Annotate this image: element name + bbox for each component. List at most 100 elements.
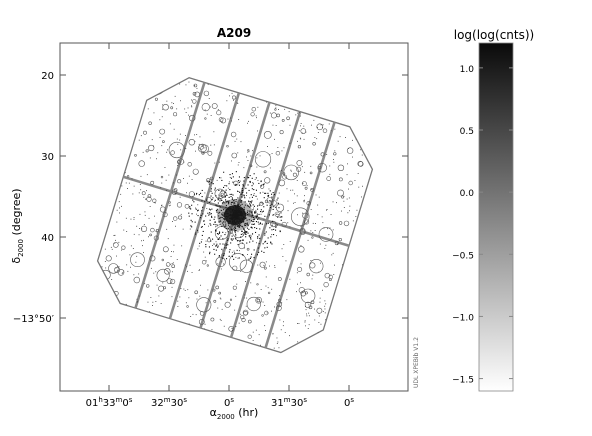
photon-speckle xyxy=(144,211,146,213)
photon-speckle xyxy=(197,248,199,250)
photon-speckle xyxy=(236,138,238,140)
photon-speckle xyxy=(284,108,286,110)
cluster-photon xyxy=(255,177,257,179)
cluster-photon xyxy=(254,227,256,229)
photon-speckle xyxy=(157,152,159,154)
source-contour xyxy=(318,227,334,242)
photon-speckle xyxy=(274,267,276,268)
cluster-photon xyxy=(242,239,244,241)
photon-speckle xyxy=(355,216,357,217)
photon-speckle xyxy=(274,306,275,308)
photon-speckle xyxy=(257,130,258,132)
photon-speckle xyxy=(321,216,323,218)
photon-speckle xyxy=(304,321,306,323)
photon-speckle xyxy=(153,112,155,114)
photon-speckle xyxy=(245,281,246,282)
cluster-photon xyxy=(230,238,232,240)
source-contour xyxy=(304,291,308,295)
photon-speckle xyxy=(187,107,189,109)
photon-speckle xyxy=(171,271,173,273)
source-contour xyxy=(218,291,221,295)
cluster-photon xyxy=(222,202,224,204)
source-contour xyxy=(278,179,286,187)
photon-speckle xyxy=(151,139,153,141)
photon-speckle xyxy=(242,234,244,236)
photon-speckle xyxy=(329,227,331,229)
photon-speckle xyxy=(152,301,154,303)
photon-speckle xyxy=(126,264,128,266)
photon-speckle xyxy=(198,270,200,271)
cluster-photon xyxy=(231,256,233,258)
photon-speckle xyxy=(128,182,130,184)
source-contour xyxy=(255,296,263,304)
cluster-photon xyxy=(191,221,193,223)
photon-speckle xyxy=(317,127,318,128)
source-contour xyxy=(304,301,312,309)
photon-speckle xyxy=(298,323,300,324)
cluster-photon xyxy=(242,191,244,193)
cluster-photon xyxy=(250,201,252,203)
cluster-photon xyxy=(226,185,228,187)
photon-speckle xyxy=(300,125,301,127)
photon-speckle xyxy=(311,124,312,126)
cluster-photon xyxy=(189,207,191,209)
photon-speckle xyxy=(274,265,276,267)
cluster-photon xyxy=(220,216,222,218)
cluster-photon xyxy=(267,237,269,239)
cluster-photon xyxy=(220,235,222,237)
photon-speckle xyxy=(136,298,138,300)
source-contour xyxy=(232,95,237,100)
photon-speckle xyxy=(244,247,245,249)
source-contour xyxy=(145,149,149,153)
photon-speckle xyxy=(368,150,369,152)
source-contour xyxy=(154,97,158,101)
photon-speckle xyxy=(141,228,143,230)
photon-speckle xyxy=(269,112,271,114)
cluster-photon xyxy=(267,195,269,197)
photon-speckle xyxy=(220,268,222,270)
source-contour xyxy=(312,142,316,146)
cluster-photon xyxy=(245,217,247,219)
cluster-photon xyxy=(241,230,243,232)
cluster-photon xyxy=(188,212,190,214)
cluster-photon xyxy=(224,196,226,198)
source-contour xyxy=(194,91,200,98)
photon-speckle xyxy=(272,124,274,126)
cluster-photon xyxy=(214,187,216,189)
cluster-photon xyxy=(257,247,259,249)
cluster-photon xyxy=(223,213,225,215)
photon-speckle xyxy=(235,326,237,327)
cluster-photon xyxy=(224,192,226,194)
source-contour xyxy=(320,152,325,157)
cluster-photon xyxy=(271,203,273,205)
photon-speckle xyxy=(194,85,196,86)
photon-speckle xyxy=(148,236,149,238)
source-contour xyxy=(143,130,147,135)
cluster-photon xyxy=(229,226,231,228)
photon-speckle xyxy=(250,282,252,284)
cluster-photon xyxy=(257,237,259,239)
cluster-photon xyxy=(190,208,192,210)
cluster-photon xyxy=(245,187,247,189)
cluster-photon xyxy=(228,183,230,185)
photon-speckle xyxy=(206,208,208,209)
cluster-photon xyxy=(253,249,255,251)
y-tick-label: −13°50′ xyxy=(13,314,55,325)
photon-speckle xyxy=(216,225,218,227)
cluster-photon xyxy=(260,181,262,183)
photon-speckle xyxy=(347,212,349,214)
photon-speckle xyxy=(243,196,245,198)
photon-speckle xyxy=(111,279,113,280)
source-contour xyxy=(297,145,302,149)
photon-speckle xyxy=(264,325,266,327)
photon-speckle xyxy=(145,198,146,200)
photon-speckle xyxy=(319,243,321,245)
photon-speckle xyxy=(153,272,155,274)
cluster-photon xyxy=(253,220,255,222)
source-contour xyxy=(286,116,290,121)
source-contour xyxy=(220,192,224,196)
cluster-photon xyxy=(256,227,258,229)
cluster-photon xyxy=(247,225,249,227)
photon-speckle xyxy=(184,108,186,110)
photon-speckle xyxy=(183,288,185,290)
